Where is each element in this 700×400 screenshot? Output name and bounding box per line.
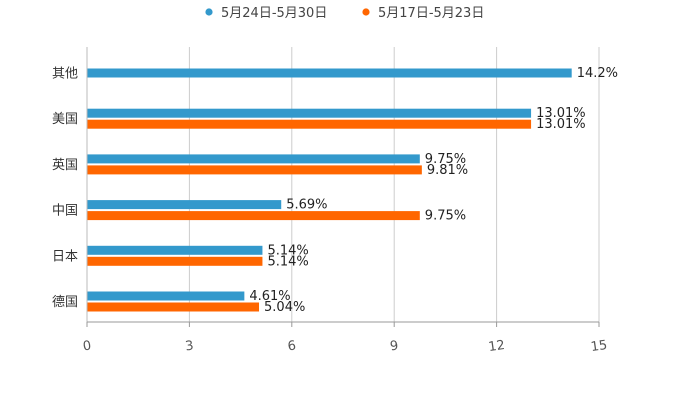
- legend-marker-0: [205, 8, 213, 16]
- bars: [87, 68, 572, 312]
- bar-3-1[interactable]: [87, 211, 420, 221]
- data-label-3-1: 9.75%: [425, 209, 466, 224]
- bar-3-0[interactable]: [87, 200, 282, 210]
- category-label-2: 英国: [52, 158, 78, 173]
- category-label-4: 日本: [52, 249, 78, 264]
- bar-2-0[interactable]: [87, 154, 420, 164]
- data-label-5-0: 4.61%: [249, 289, 290, 304]
- data-label-2-1: 9.81%: [427, 163, 468, 178]
- grid: [86, 47, 600, 322]
- legend-label-0[interactable]: 5月24日-5月30日: [221, 6, 327, 21]
- x-tick-label-3: 9: [389, 338, 399, 354]
- data-label-3-0: 5.69%: [286, 198, 327, 213]
- data-label-1-1: 13.01%: [536, 117, 586, 132]
- axes: 0 3 6 9 12 15: [82, 47, 608, 355]
- x-tick-label-0: 0: [82, 338, 92, 354]
- bar-5-1[interactable]: [87, 302, 260, 312]
- labels: 其他 14.2%美国 13.01%13.01%英国 9.75%9.81%中国 5.69%…: [52, 66, 618, 315]
- category-label-5: 德国: [52, 295, 78, 310]
- data-label-2-0: 9.75%: [425, 152, 466, 167]
- bar-5-0[interactable]: [87, 291, 245, 301]
- x-tick-label-1: 3: [184, 338, 194, 354]
- bar-2-1[interactable]: [87, 165, 422, 175]
- bar-1-1[interactable]: [87, 119, 532, 129]
- category-label-0: 其他: [52, 67, 78, 82]
- x-tick-label-2: 6: [287, 338, 297, 354]
- bar-4-1[interactable]: [87, 256, 263, 266]
- data-label-0-0: 14.2%: [577, 66, 618, 81]
- data-label-4-0: 5.14%: [267, 243, 308, 258]
- data-label-1-0: 13.01%: [536, 106, 586, 121]
- legend: 5月24日-5月30日 5月17日-5月23日: [205, 6, 484, 21]
- bar-0-0[interactable]: [87, 68, 572, 78]
- data-label-5-1: 5.04%: [264, 300, 305, 315]
- legend-label-1[interactable]: 5月17日-5月23日: [378, 6, 484, 21]
- bar-1-0[interactable]: [87, 108, 532, 118]
- x-tick-label-5: 15: [590, 338, 608, 355]
- bar-4-0[interactable]: [87, 245, 263, 255]
- x-tick-label-4: 12: [487, 338, 505, 355]
- category-label-3: 中国: [52, 204, 78, 219]
- category-label-1: 美国: [52, 112, 78, 127]
- legend-marker-1: [362, 8, 370, 16]
- data-label-4-1: 5.14%: [267, 254, 308, 269]
